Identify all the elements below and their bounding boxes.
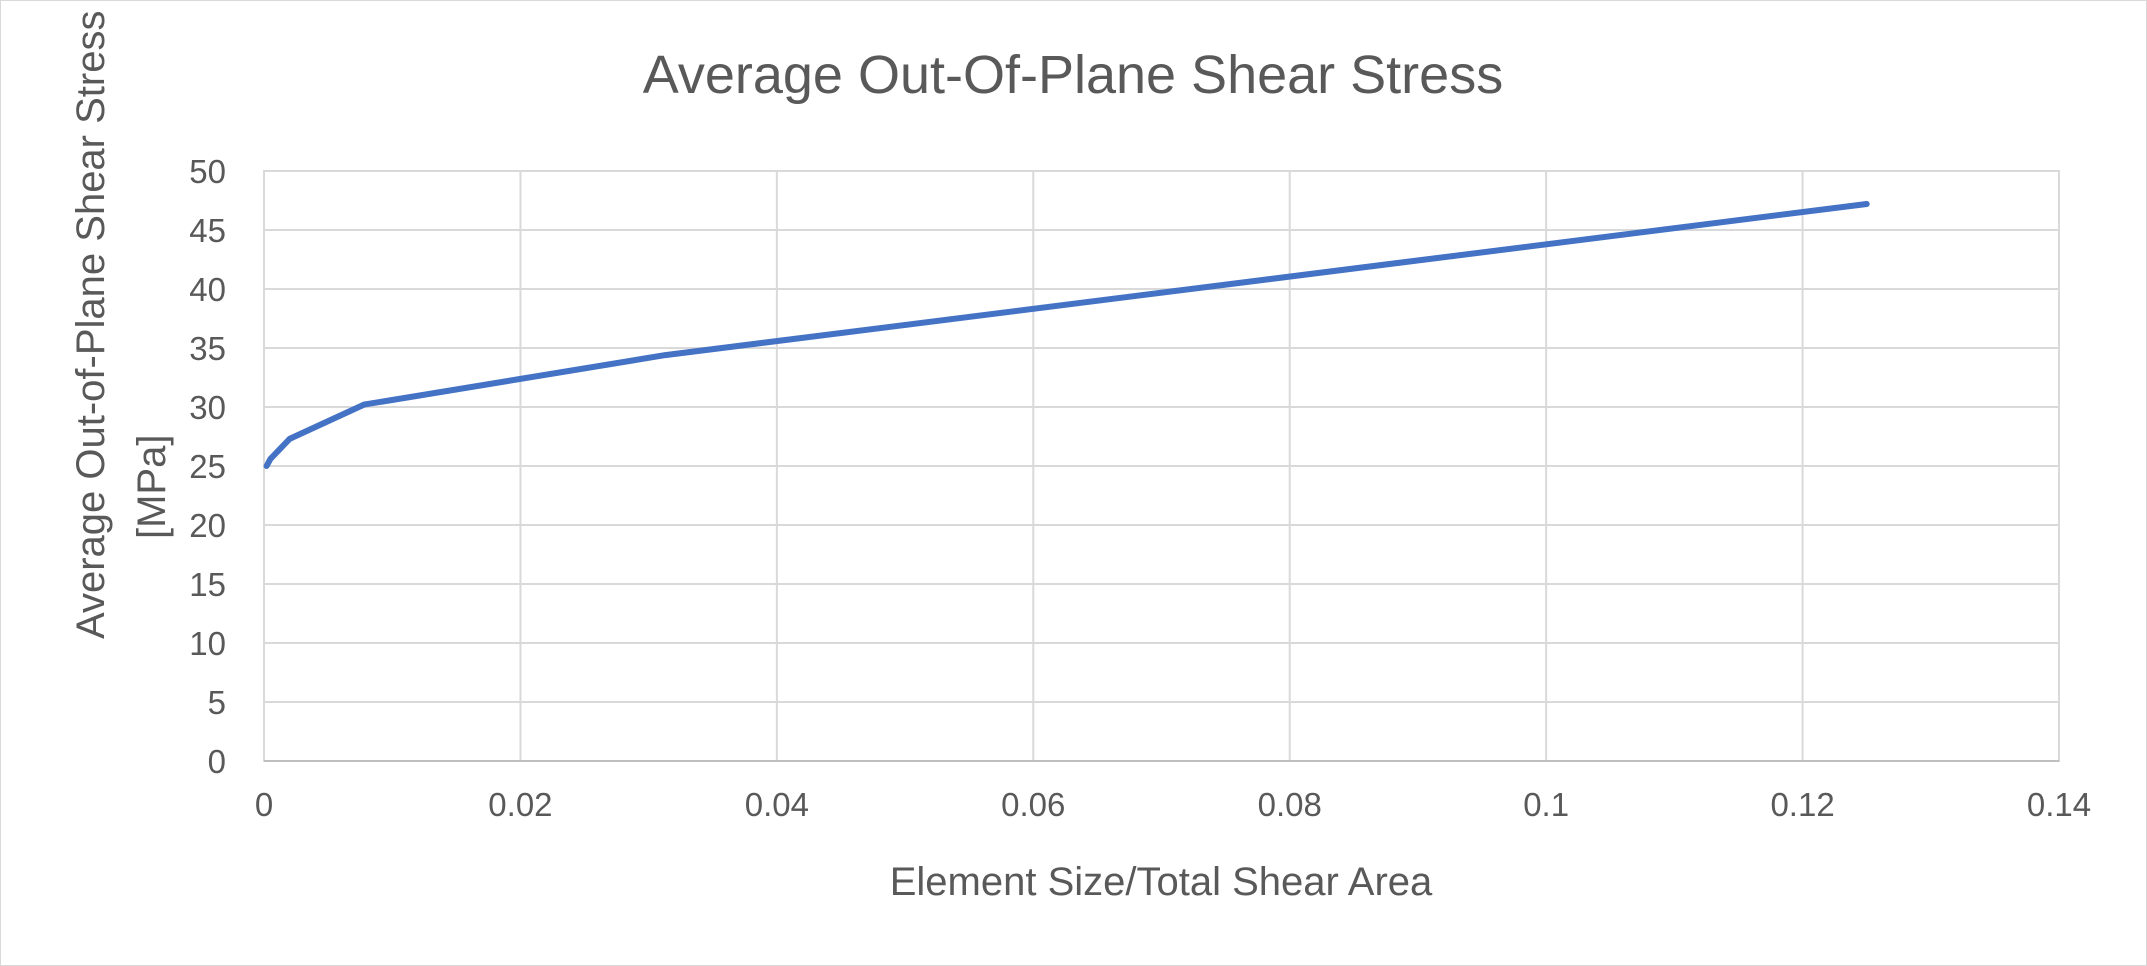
x-axis-title: Element Size/Total Shear Area bbox=[890, 860, 1433, 904]
y-tick-labels: 0 5 10 15 20 25 30 35 40 45 50 bbox=[189, 153, 226, 780]
x-tick-label: 0.1 bbox=[1523, 786, 1569, 823]
series-layer bbox=[263, 201, 1870, 469]
x-tick-label: 0 bbox=[255, 786, 273, 823]
y-tick-label: 35 bbox=[189, 330, 226, 367]
x-tick-labels: 0 0.02 0.04 0.06 0.08 0.1 0.12 0.14 bbox=[255, 786, 2091, 823]
y-tick-label: 20 bbox=[189, 507, 226, 544]
x-tick-label: 0.02 bbox=[488, 786, 552, 823]
x-tick-label: 0.04 bbox=[745, 786, 809, 823]
x-tick-label: 0.08 bbox=[1258, 786, 1322, 823]
y-tick-label: 45 bbox=[189, 212, 226, 249]
y-tick-label: 5 bbox=[208, 684, 226, 721]
y-tick-label: 50 bbox=[189, 153, 226, 190]
y-axis-title-line-2: [MPa] bbox=[130, 435, 174, 539]
y-axis-title-group-2: [MPa] bbox=[130, 435, 174, 539]
y-tick-label: 10 bbox=[189, 625, 226, 662]
x-tick-label: 0.06 bbox=[1001, 786, 1065, 823]
series-line bbox=[263, 201, 1870, 469]
y-tick-label: 40 bbox=[189, 271, 226, 308]
y-tick-label: 30 bbox=[189, 389, 226, 426]
horizontal-gridlines bbox=[264, 170, 2059, 762]
y-tick-label: 0 bbox=[208, 743, 226, 780]
x-tick-label: 0.14 bbox=[2027, 786, 2091, 823]
y-tick-label: 25 bbox=[189, 448, 226, 485]
y-axis-title-line-1: Average Out-of-Plane Shear Stress bbox=[69, 11, 113, 639]
x-tick-label: 0.12 bbox=[1770, 786, 1834, 823]
y-axis-title-group: Average Out-of-Plane Shear Stress bbox=[69, 11, 113, 639]
y-tick-label: 15 bbox=[189, 566, 226, 603]
chart-title: Average Out-Of-Plane Shear Stress bbox=[643, 45, 1503, 105]
